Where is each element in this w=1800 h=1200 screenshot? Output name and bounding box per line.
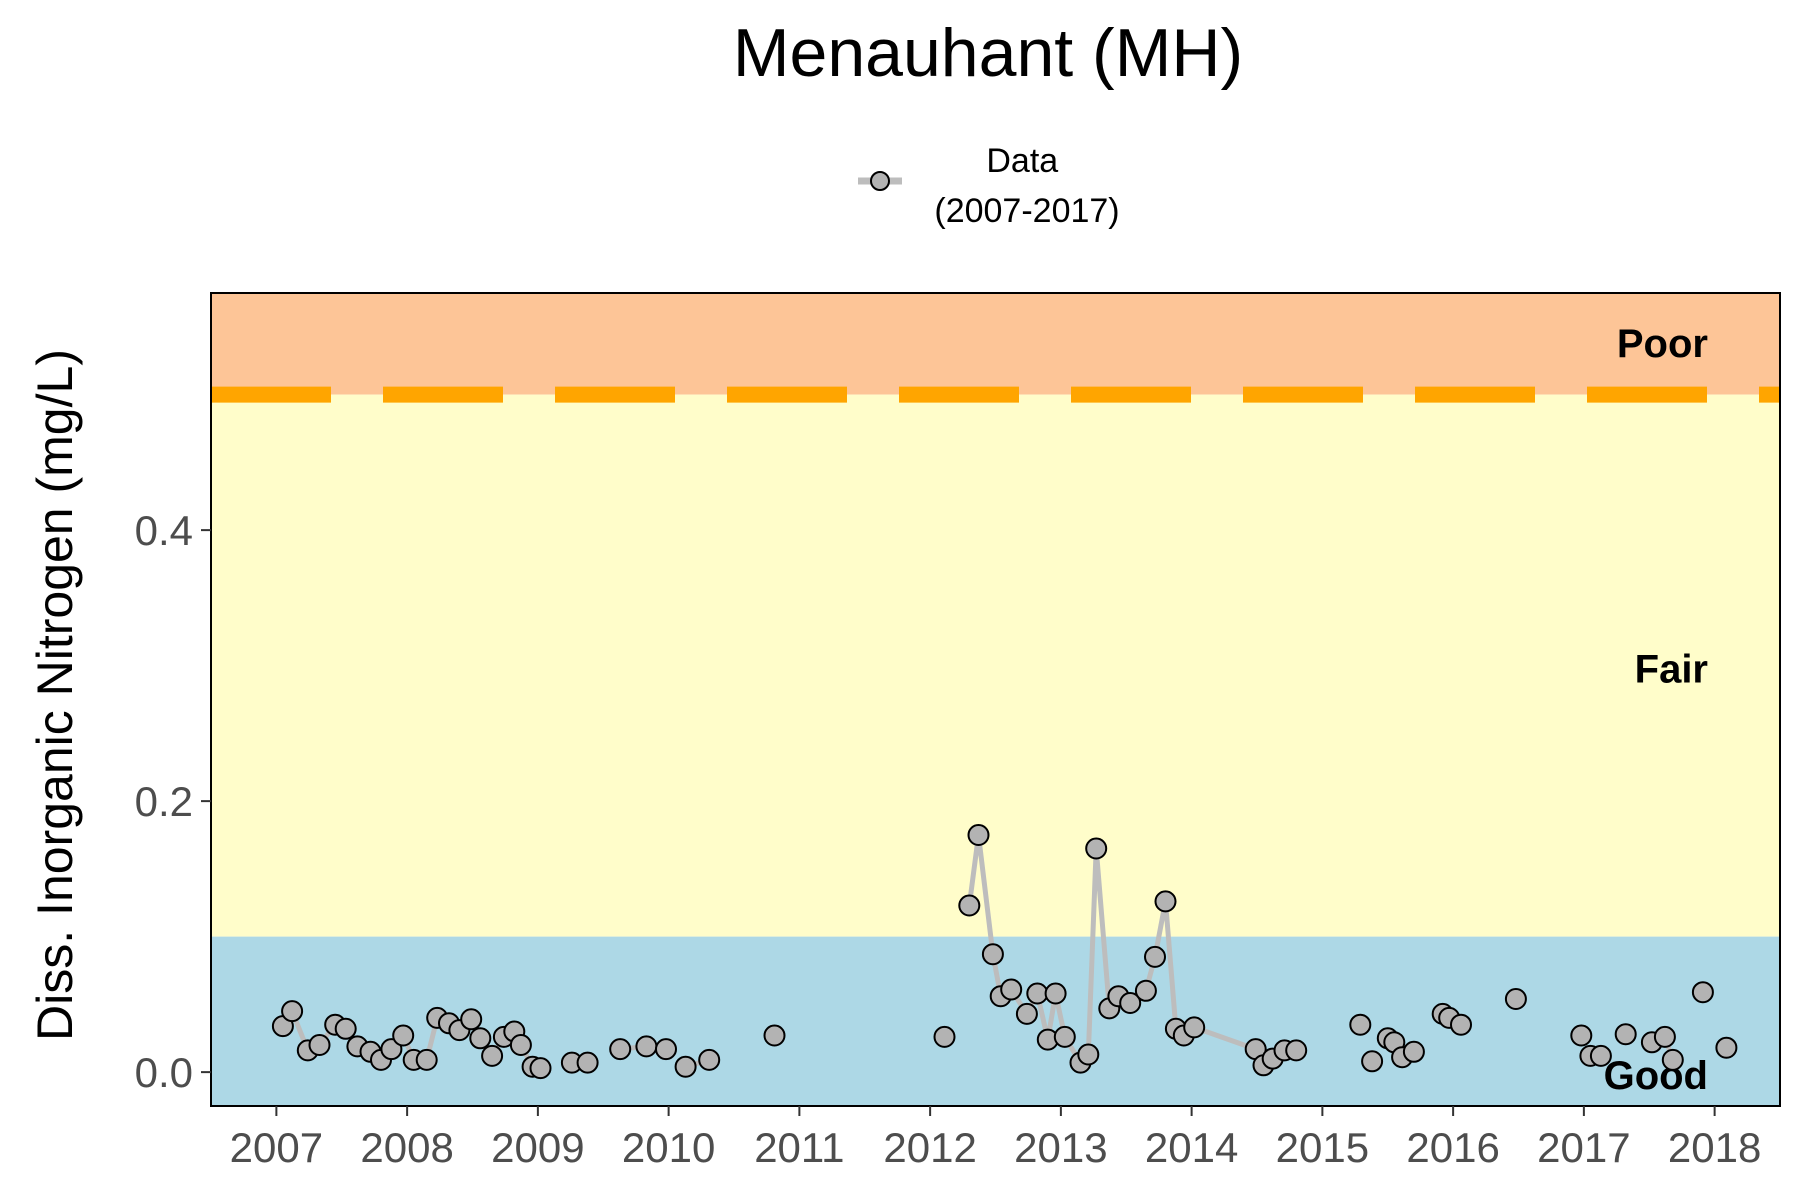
data-point: [460, 1008, 483, 1031]
data-point: [509, 1034, 532, 1056]
data-point: [698, 1048, 721, 1071]
data-point: [1402, 1040, 1425, 1063]
data-point: [1715, 1036, 1738, 1059]
data-point: [655, 1038, 677, 1061]
data-point: [1349, 1013, 1372, 1036]
x-tick-label: 2007: [230, 1124, 323, 1171]
chart-title: Menauhant (MH): [733, 15, 1243, 91]
data-point: [576, 1051, 599, 1074]
legend-label-line-2: (2007-2017): [934, 192, 1119, 230]
zone-label-fair: Fair: [1635, 647, 1708, 691]
data-point: [308, 1034, 331, 1056]
x-tick-label: 2009: [491, 1124, 584, 1171]
data-point: [1450, 1013, 1472, 1036]
y-tick-label: 0.4: [135, 507, 193, 554]
x-tick-label: 2014: [1145, 1124, 1238, 1171]
data-point: [469, 1027, 492, 1050]
y-axis: 0.0 0.2 0.4: [135, 507, 211, 1096]
data-point: [481, 1044, 504, 1067]
x-tick-label: 2013: [1014, 1124, 1107, 1171]
data-point: [1119, 992, 1142, 1014]
data-point: [1077, 1043, 1100, 1066]
data-point: [1691, 981, 1714, 1004]
legend-marker-swatch: [870, 171, 890, 191]
data-point: [1144, 945, 1166, 968]
x-tick-label: 2016: [1406, 1124, 1499, 1171]
data-points: [271, 824, 1738, 1080]
x-tick-label: 2011: [754, 1124, 844, 1171]
x-tick-label: 2017: [1537, 1124, 1630, 1171]
x-tick-label: 2008: [360, 1124, 453, 1171]
data-point: [933, 1025, 956, 1048]
data-point: [958, 894, 981, 917]
plot-panel-border: [210, 292, 1781, 1107]
data-point: [1000, 978, 1023, 1001]
quality-zones: [211, 293, 1780, 1106]
zone-label-good: Good: [1604, 1054, 1708, 1098]
legend-label: Data (2007-2017): [934, 142, 1119, 230]
y-axis-title: Diss. Inorganic Nitrogen (mg/L): [27, 349, 83, 1041]
data-point: [981, 943, 1004, 966]
zone-label-poor: Poor: [1617, 322, 1708, 366]
y-tick-label: 0.2: [135, 778, 193, 825]
data-point: [967, 824, 990, 846]
data-point: [1614, 1023, 1637, 1046]
data-point: [1504, 988, 1527, 1010]
data-point: [1053, 1025, 1076, 1048]
data-point: [1134, 979, 1157, 1002]
x-tick-label: 2012: [883, 1124, 976, 1171]
data-point: [1085, 837, 1108, 860]
x-tick-label: 2010: [622, 1124, 715, 1171]
zone-labels: Poor Fair Good: [1604, 322, 1708, 1098]
data-point: [392, 1024, 415, 1047]
data-point: [1044, 982, 1067, 1005]
data-point: [763, 1024, 786, 1047]
data-point: [635, 1035, 658, 1058]
data-point: [1570, 1024, 1593, 1047]
data-point: [281, 1000, 304, 1023]
data-point: [1183, 1016, 1206, 1039]
data-point: [1653, 1025, 1676, 1048]
data-point: [1015, 1002, 1038, 1025]
data-point: [1026, 982, 1049, 1005]
data-point: [1661, 1048, 1684, 1071]
zone-poor: [211, 293, 1780, 395]
legend: Data (2007-2017): [858, 142, 1120, 230]
data-point: [1361, 1050, 1384, 1073]
y-tick-label: 0.0: [135, 1049, 193, 1096]
data-point: [1589, 1044, 1612, 1067]
data-point: [609, 1038, 632, 1061]
legend-label-line-1: Data: [986, 142, 1058, 180]
data-point: [334, 1017, 357, 1040]
data-point: [1154, 890, 1177, 913]
data-point: [674, 1055, 697, 1078]
data-point: [415, 1048, 438, 1071]
data-point: [1285, 1039, 1308, 1062]
x-axis: 2007 2008 2009 2010 2011 2012 2013 2014 2015 2016…: [230, 1106, 1761, 1171]
data-point: [529, 1057, 552, 1080]
x-tick-label: 2018: [1668, 1124, 1761, 1171]
zone-fair: [211, 394, 1780, 937]
x-tick-label: 2015: [1276, 1124, 1369, 1171]
